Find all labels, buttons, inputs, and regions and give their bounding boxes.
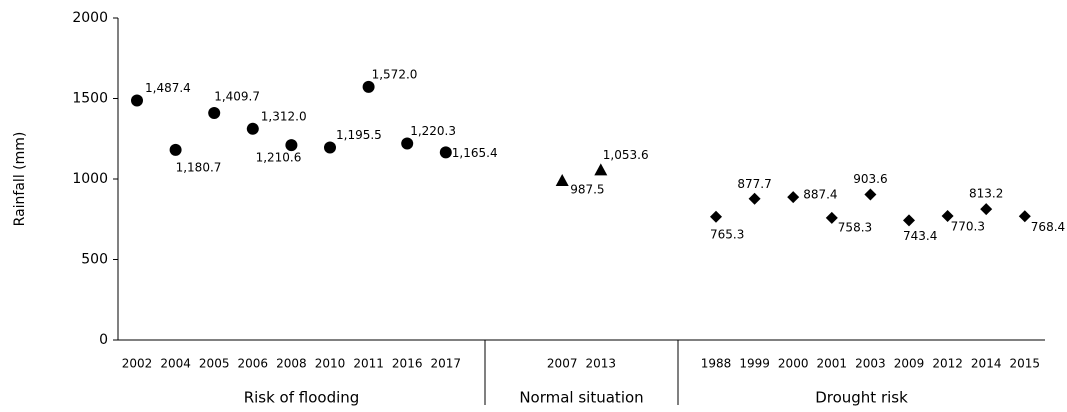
point (285, 139, 298, 152)
point (1018, 210, 1031, 223)
point (748, 192, 761, 205)
data-label: 887.4 (803, 188, 837, 202)
data-label: 768.4 (1031, 220, 1065, 234)
x-tick-label: 2009 (894, 357, 925, 371)
x-tick-label: 2001 (817, 357, 848, 371)
y-tick-label: 2000 (72, 10, 108, 26)
point (787, 191, 800, 204)
data-label: 743.4 (903, 229, 937, 243)
x-tick-label: 1988 (701, 357, 732, 371)
point (864, 188, 877, 201)
point (246, 122, 259, 135)
x-tick-label: 1999 (739, 357, 770, 371)
group-label: Normal situation (519, 389, 643, 407)
data-label: 813.2 (969, 187, 1003, 201)
data-label: 1,195.5 (336, 128, 382, 142)
data-label: 1,312.0 (261, 109, 307, 123)
data-label: 1,409.7 (214, 90, 260, 104)
x-tick-label: 2011 (353, 357, 384, 371)
y-tick-label: 500 (81, 252, 108, 268)
point (903, 214, 915, 227)
data-label: 987.5 (570, 183, 604, 197)
group-label: Risk of flooding (244, 389, 360, 407)
data-label: 1,572.0 (372, 67, 418, 81)
x-tick-label: 2002 (122, 357, 153, 371)
data-label: 1,053.6 (603, 148, 649, 162)
point (941, 209, 954, 222)
point (131, 94, 143, 107)
x-tick-label: 2007 (547, 357, 578, 371)
point (324, 141, 336, 154)
data-label: 765.3 (710, 227, 744, 241)
x-tick-label: 2003 (855, 357, 886, 371)
point (401, 137, 414, 150)
point (980, 203, 993, 216)
x-tick-label: 2005 (199, 357, 230, 371)
x-tick-label: 2004 (160, 357, 191, 371)
point (825, 211, 838, 224)
data-label: 770.3 (951, 219, 985, 233)
x-tick-label: 2015 (1010, 357, 1041, 371)
data-label: 758.3 (838, 220, 872, 234)
y-tick-label: 1500 (72, 91, 108, 107)
point (555, 174, 569, 187)
data-label: 903.6 (853, 172, 887, 186)
x-tick-label: 2008 (276, 357, 307, 371)
x-tick-label: 2000 (778, 357, 809, 371)
point (208, 107, 221, 120)
data-label: 1,180.7 (176, 160, 222, 174)
x-tick-label: 2013 (586, 357, 617, 371)
x-tick-label: 2006 (238, 357, 269, 371)
data-label: 877.7 (737, 177, 771, 191)
x-tick-label: 2010 (315, 357, 346, 371)
data-label: 1,210.6 (256, 151, 302, 165)
point (710, 210, 722, 223)
y-tick-label: 0 (99, 332, 108, 348)
point (362, 80, 375, 93)
group-label: Drought risk (815, 389, 908, 407)
point (439, 146, 452, 159)
x-tick-label: 2017 (431, 357, 462, 371)
data-label: 1,487.4 (145, 81, 191, 95)
data-label: 1,220.3 (410, 124, 456, 138)
point (594, 163, 608, 176)
y-axis-label: Rainfall (mm) (12, 132, 28, 227)
x-tick-label: 2014 (971, 357, 1002, 371)
data-label: 1,165.4 (452, 146, 498, 160)
point (169, 143, 182, 156)
x-tick-label: 2012 (932, 357, 963, 371)
y-tick-label: 1000 (72, 171, 108, 187)
x-tick-label: 2016 (392, 357, 423, 371)
